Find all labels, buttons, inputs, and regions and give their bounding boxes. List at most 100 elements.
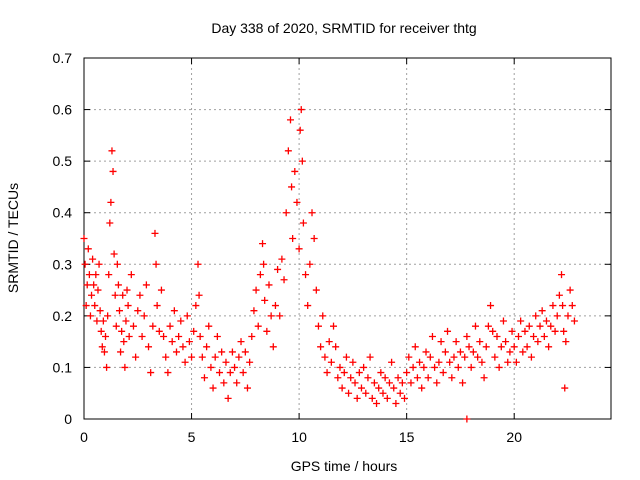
data-point — [228, 348, 236, 356]
data-point — [296, 126, 304, 134]
data-point — [463, 415, 471, 423]
data-point — [86, 312, 94, 320]
data-point — [310, 235, 318, 242]
data-point — [192, 302, 200, 310]
data-point — [157, 286, 165, 294]
data-point — [190, 327, 198, 335]
data-point — [200, 374, 208, 382]
data-point — [538, 307, 546, 315]
data-point — [289, 235, 297, 242]
data-point — [568, 302, 576, 310]
data-point — [325, 338, 333, 346]
data-point — [293, 198, 301, 206]
data-point — [288, 183, 296, 191]
data-point — [409, 363, 417, 371]
data-point — [267, 312, 275, 320]
data-point — [231, 363, 239, 371]
x-tick-label: 10 — [291, 429, 307, 445]
data-point — [373, 400, 381, 408]
data-point — [532, 312, 540, 320]
data-point — [463, 332, 471, 340]
data-point — [547, 322, 555, 330]
data-point — [205, 322, 213, 330]
data-point — [353, 394, 361, 402]
data-point — [83, 281, 91, 289]
data-point — [418, 384, 426, 392]
data-point — [134, 307, 142, 315]
y-axis-label: SRMTID / TECUs — [5, 183, 21, 293]
data-point — [302, 271, 310, 279]
data-point — [499, 317, 507, 325]
data-point — [250, 307, 258, 315]
data-point — [138, 332, 146, 340]
data-point — [172, 348, 180, 356]
y-tick-label: 0.1 — [53, 359, 73, 375]
data-point — [99, 317, 107, 325]
data-point — [426, 353, 434, 361]
data-point — [94, 286, 102, 294]
data-point — [112, 322, 120, 330]
data-point — [454, 363, 462, 371]
data-point — [211, 353, 219, 361]
data-point — [246, 358, 254, 366]
data-point — [254, 322, 262, 330]
data-point — [241, 348, 249, 356]
data-point — [476, 338, 484, 346]
data-point — [120, 338, 128, 346]
data-point — [319, 312, 327, 320]
data-point — [390, 384, 398, 392]
data-point — [558, 271, 566, 279]
data-point — [175, 332, 183, 340]
data-point — [166, 322, 174, 330]
data-point — [334, 374, 342, 382]
data-point — [469, 348, 477, 356]
data-point — [517, 317, 525, 325]
data-point — [124, 302, 132, 310]
data-point — [340, 369, 348, 377]
data-point — [100, 348, 108, 356]
data-point — [401, 394, 409, 402]
data-point — [521, 327, 529, 335]
data-point — [194, 260, 202, 268]
data-point — [385, 379, 393, 387]
x-tick-label: 0 — [80, 429, 88, 445]
data-point — [149, 322, 157, 330]
data-point — [332, 343, 340, 351]
data-point — [252, 286, 260, 294]
data-point — [177, 317, 185, 325]
data-point — [530, 332, 538, 340]
data-point — [388, 358, 396, 366]
data-point — [304, 302, 312, 310]
data-point — [342, 353, 350, 361]
data-point — [160, 332, 168, 340]
data-point — [484, 322, 492, 330]
data-point — [312, 286, 320, 294]
data-point — [256, 271, 264, 279]
data-point — [508, 327, 516, 335]
data-point — [132, 353, 140, 361]
chart-title: Day 338 of 2020, SRMTID for receiver tht… — [211, 20, 476, 36]
data-point — [123, 286, 131, 294]
x-tick-label: 20 — [506, 429, 522, 445]
data-point — [349, 358, 357, 366]
data-point — [93, 317, 101, 325]
data-point — [428, 332, 436, 340]
data-point — [153, 302, 161, 310]
data-point — [512, 358, 520, 366]
data-point — [207, 363, 215, 371]
data-point — [97, 327, 105, 335]
data-point — [497, 343, 505, 351]
data-point — [396, 389, 404, 397]
data-point — [82, 302, 90, 310]
data-point — [448, 374, 456, 382]
data-point — [555, 291, 563, 299]
data-point — [323, 369, 331, 377]
data-point — [536, 322, 544, 330]
data-point — [564, 312, 572, 320]
data-point — [127, 271, 135, 279]
data-point — [117, 348, 125, 356]
data-point — [243, 384, 251, 392]
data-point — [85, 271, 93, 279]
data-point — [375, 384, 383, 392]
